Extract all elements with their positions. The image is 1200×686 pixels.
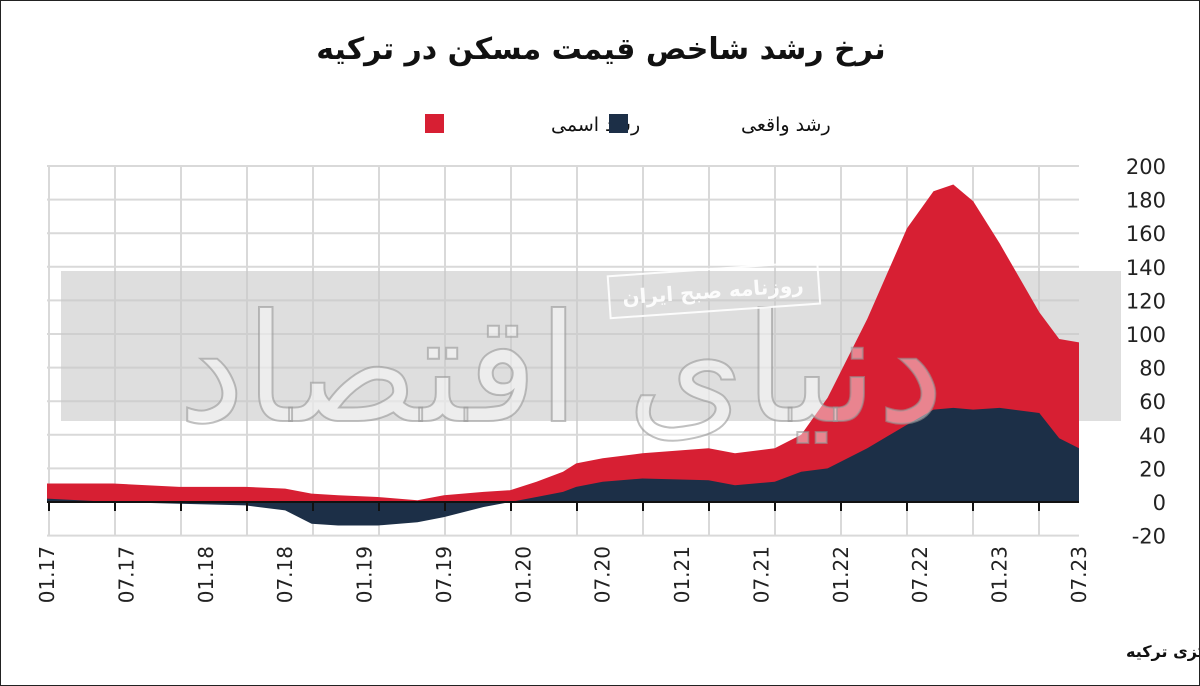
area-real-growth	[47, 407, 1079, 526]
watermark-logo: دنیای اقتصاد	[178, 283, 944, 457]
x-tick-label: 07.17	[114, 546, 138, 603]
x-tick-label: 07.23	[1067, 546, 1091, 603]
y-tick-label: 200	[1126, 155, 1166, 179]
x-tick-label: 07.18	[273, 546, 297, 603]
x-tick-label: 07.22	[908, 546, 932, 603]
x-axis	[47, 501, 1079, 511]
y-tick-label: 20	[1139, 457, 1166, 481]
y-tick-label: 40	[1139, 424, 1166, 448]
x-tick-label: 01.19	[353, 546, 377, 603]
watermark: دنیای اقتصاد روزنامه صبح ایران	[177, 260, 945, 458]
x-tick-label: 07.21	[749, 546, 773, 603]
x-tick-labels: 01.17 07.17 01.18 07.18 01.19 07.19 01.20 07.20…	[35, 546, 1091, 603]
y-tick-label: 160	[1126, 222, 1166, 246]
x-tick-label: 01.22	[829, 546, 853, 603]
y-tick-label: 60	[1139, 390, 1166, 414]
legend-swatch-nominal	[425, 114, 444, 133]
x-tick-label: 07.20	[591, 546, 615, 603]
x-tick-label: 01.23	[988, 546, 1012, 603]
watermark-tagline-box	[606, 260, 822, 320]
x-tick-label: 01.21	[670, 546, 694, 603]
source-note: منبع: بانک مرکزی ترکیه	[1126, 642, 1200, 661]
legend-label-real: رشد واقعی	[741, 114, 831, 136]
y-tick-label: 100	[1126, 323, 1166, 347]
y-tick-label: -20	[1132, 525, 1166, 549]
x-tick-label: 07.19	[432, 546, 456, 603]
area-nominal-growth	[47, 184, 1079, 502]
x-tick-label: 01.20	[511, 546, 535, 603]
y-tick-label: 140	[1126, 256, 1166, 280]
y-tick-label: 180	[1126, 189, 1166, 213]
y-tick-label: 120	[1126, 289, 1166, 313]
x-tick-label: 01.18	[194, 546, 218, 603]
legend: رشد اسمی رشد واقعی	[425, 114, 831, 136]
x-tick-label: 01.17	[35, 546, 59, 603]
areas	[47, 184, 1079, 526]
y-tick-label: 0	[1153, 491, 1166, 515]
legend-swatch-real	[609, 114, 628, 133]
y-tick-label: 80	[1139, 357, 1166, 381]
chart-title: نرخ رشد شاخص قیمت مسکن در ترکیه	[316, 32, 885, 67]
